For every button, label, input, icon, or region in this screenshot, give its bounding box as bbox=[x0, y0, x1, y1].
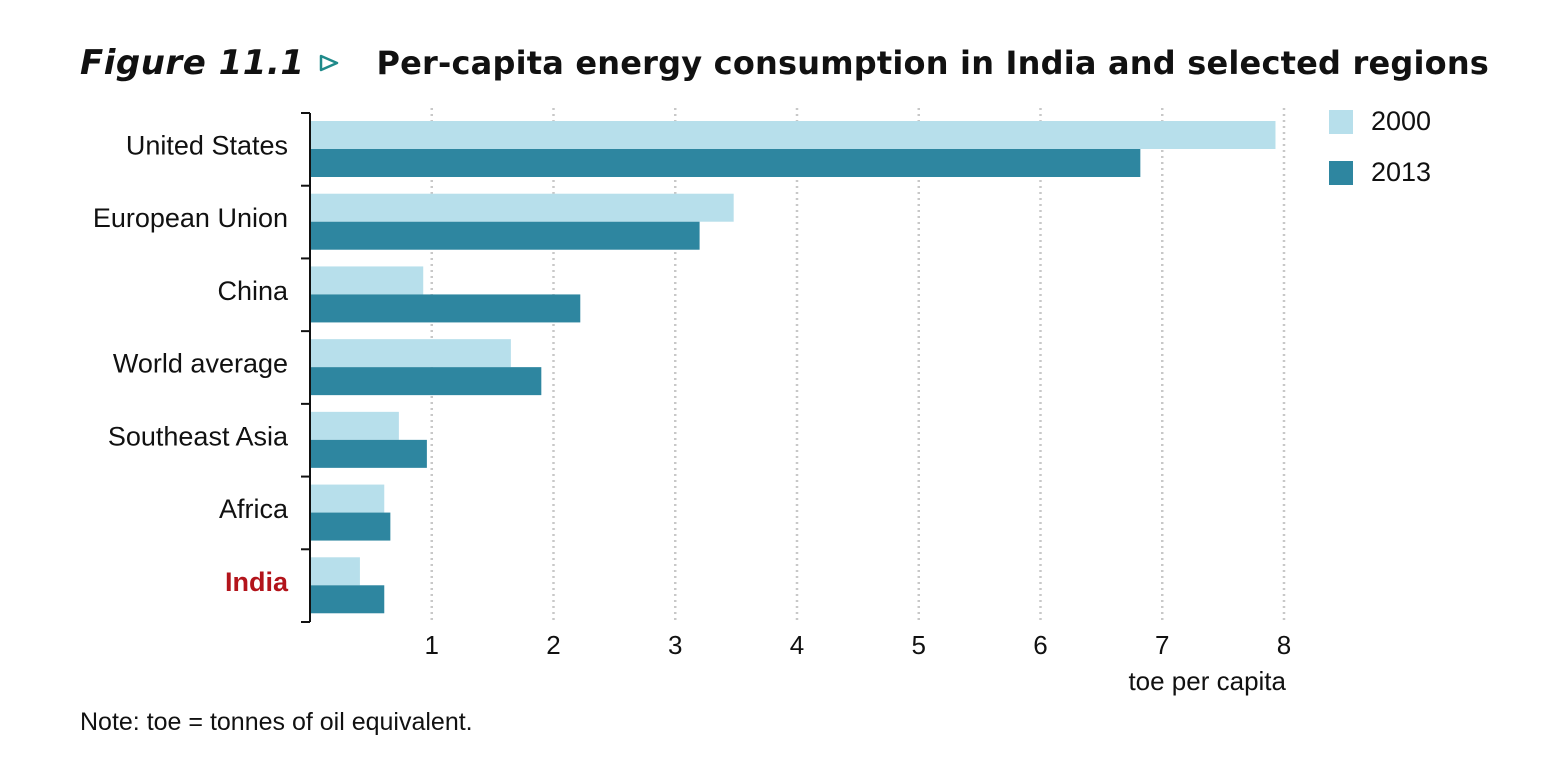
figure-number: Figure 11.1 bbox=[80, 43, 305, 83]
figure-title: Per-capita energy consumption in India a… bbox=[376, 44, 1490, 82]
bar-india-2013 bbox=[310, 585, 385, 614]
legend-swatch-2000 bbox=[1329, 110, 1353, 134]
legend-swatch-2013 bbox=[1329, 161, 1353, 185]
category-label-european-union: European Union bbox=[93, 203, 288, 233]
x-axis-title: toe per capita bbox=[1128, 666, 1286, 696]
category-label-china: China bbox=[217, 276, 289, 306]
bar-africa-2000 bbox=[310, 484, 385, 513]
x-tick-label-5: 5 bbox=[912, 630, 926, 660]
bar-united-states-2000 bbox=[310, 121, 1276, 149]
bar-china-2013 bbox=[310, 294, 581, 323]
category-label-india: India bbox=[225, 567, 289, 597]
bar-africa-2013 bbox=[310, 512, 391, 541]
x-tick-label-1: 1 bbox=[425, 630, 439, 660]
x-tick-label-6: 6 bbox=[1033, 630, 1047, 660]
legend: 2000 2013 bbox=[1329, 106, 1431, 187]
bar-china-2000 bbox=[310, 266, 424, 295]
x-tick-label-8: 8 bbox=[1277, 630, 1291, 660]
axis-layer bbox=[301, 112, 311, 623]
figure-note: Note: toe = tonnes of oil equivalent. bbox=[80, 708, 473, 736]
bar-southeast-asia-2000 bbox=[310, 411, 399, 440]
bar-world-average-2013 bbox=[310, 367, 542, 396]
category-label-africa: Africa bbox=[219, 494, 289, 524]
category-label-united-states: United States bbox=[126, 130, 288, 160]
legend-label-2000: 2000 bbox=[1371, 106, 1431, 136]
category-label-southeast-asia: Southeast Asia bbox=[108, 421, 289, 451]
bar-european-union-2013 bbox=[310, 221, 700, 250]
bar-india-2000 bbox=[310, 557, 360, 586]
figure-header: Figure 11.1 Per-capita energy consumptio… bbox=[80, 38, 1500, 88]
bar-southeast-asia-2013 bbox=[310, 439, 427, 468]
legend-label-2013: 2013 bbox=[1371, 157, 1431, 187]
x-tick-label-2: 2 bbox=[546, 630, 560, 660]
x-tick-label-4: 4 bbox=[790, 630, 804, 660]
grid-layer bbox=[430, 108, 1286, 622]
bar-layer bbox=[310, 121, 1276, 614]
label-layer: United States European Union China World av… bbox=[93, 130, 1291, 696]
triangle-outline-right-icon bbox=[320, 54, 339, 72]
bar-world-average-2000 bbox=[310, 339, 511, 368]
x-tick-label-3: 3 bbox=[668, 630, 682, 660]
bar-european-union-2000 bbox=[310, 193, 734, 222]
x-tick-label-7: 7 bbox=[1155, 630, 1169, 660]
category-label-world-average: World average bbox=[113, 349, 288, 379]
bar-united-states-2013 bbox=[310, 149, 1141, 177]
